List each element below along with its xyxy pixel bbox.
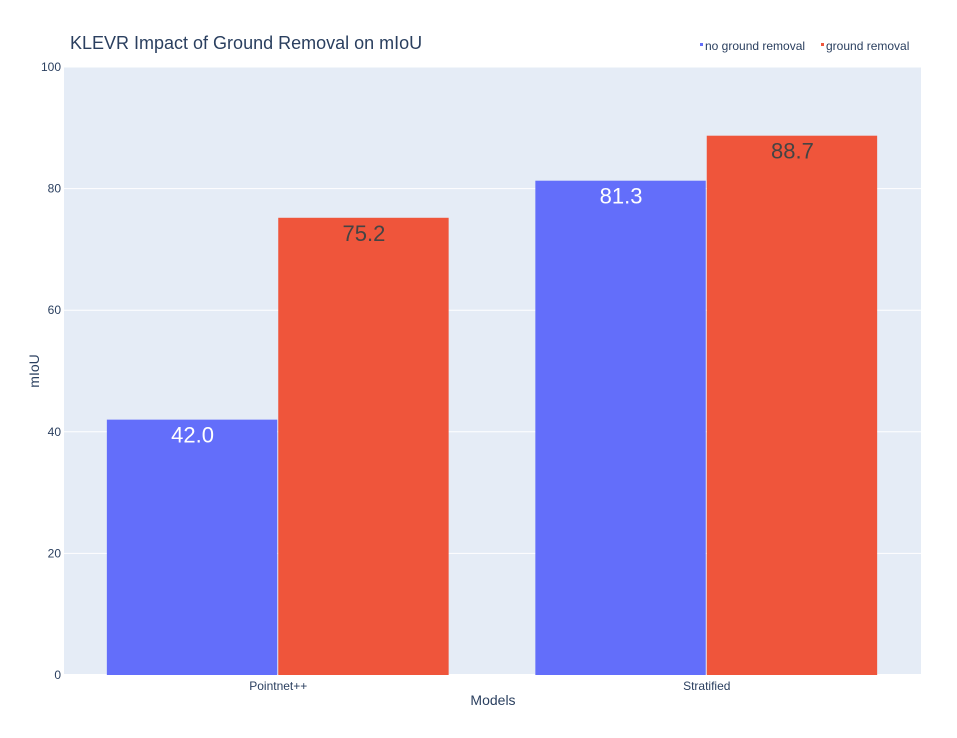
x-axis-ticks: Pointnet++ Stratified	[249, 679, 730, 693]
y-tick-label: 40	[48, 425, 62, 439]
bar-value-label: 75.2	[343, 221, 386, 246]
y-tick-label: 60	[48, 303, 62, 317]
legend-label: ground removal	[826, 39, 909, 53]
y-tick-label: 0	[54, 668, 61, 682]
y-axis-ticks: 0 20 40 60 80 100	[41, 60, 61, 682]
y-tick-label: 100	[41, 60, 61, 74]
chart-title: KLEVR Impact of Ground Removal on mIoU	[70, 33, 422, 53]
bar	[106, 419, 278, 675]
bars	[106, 135, 878, 676]
legend-label: no ground removal	[705, 39, 805, 53]
bar	[278, 217, 449, 675]
y-axis-title: mIoU	[26, 354, 42, 387]
bar	[706, 135, 878, 676]
legend-swatch	[821, 43, 824, 46]
bar-value-label: 42.0	[171, 423, 214, 448]
x-axis-title: Models	[470, 692, 515, 708]
legend-item[interactable]: no ground removal	[700, 39, 805, 53]
bar-value-label: 81.3	[600, 184, 643, 209]
legend-item[interactable]: ground removal	[821, 39, 909, 53]
legend: no ground removal ground removal	[700, 39, 909, 53]
legend-swatch	[700, 43, 703, 46]
x-tick-label: Stratified	[683, 679, 730, 693]
y-tick-label: 80	[48, 182, 62, 196]
y-tick-label: 20	[48, 546, 62, 560]
bar-value-labels: 42.0 75.2 81.3 88.7	[171, 139, 814, 448]
x-tick-label: Pointnet++	[249, 679, 307, 693]
bar-value-label: 88.7	[771, 139, 814, 164]
bar	[535, 180, 706, 676]
